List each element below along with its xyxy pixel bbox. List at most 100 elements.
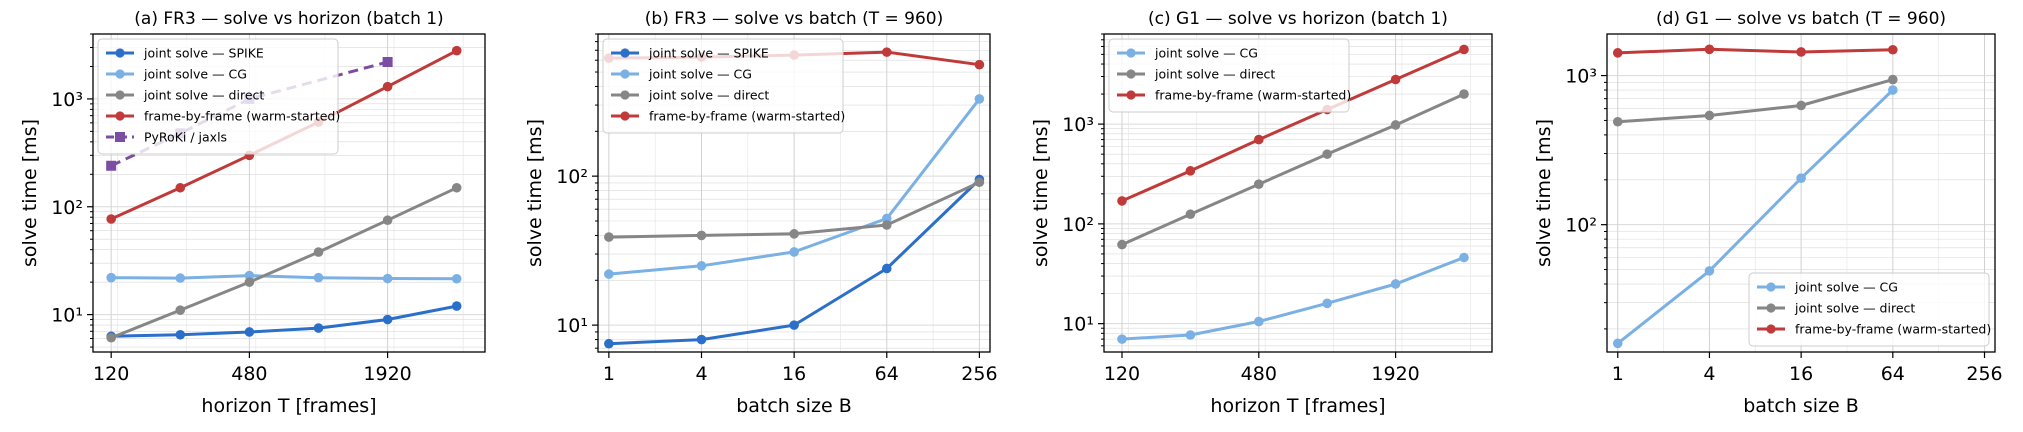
y-tick-label: 10³ bbox=[51, 89, 83, 111]
data-point bbox=[175, 182, 186, 193]
data-point bbox=[1390, 74, 1401, 85]
data-point bbox=[696, 261, 707, 271]
legend-marker bbox=[1126, 90, 1136, 100]
x-tick-label: 16 bbox=[782, 363, 806, 385]
legend-item: joint solve — CG bbox=[1757, 280, 1898, 295]
legend-item: joint solve — SPIKE bbox=[106, 46, 264, 61]
data-point bbox=[1253, 134, 1264, 145]
data-point bbox=[1704, 44, 1715, 55]
data-point bbox=[1612, 338, 1623, 349]
data-point bbox=[382, 273, 393, 284]
y-tick-label: 10² bbox=[556, 166, 588, 188]
y-tick-label: 10² bbox=[1062, 214, 1094, 236]
legend-box bbox=[1108, 38, 1350, 113]
legend-marker bbox=[1766, 282, 1776, 292]
legend-item: joint solve — direct bbox=[106, 88, 264, 103]
legend: joint solve — CG joint solve — direct fram… bbox=[1748, 272, 1991, 347]
series-line bbox=[111, 274, 457, 281]
legend: joint solve — CG joint solve — direct fram… bbox=[1108, 38, 1351, 113]
chart-title: (b) FR3 — solve vs batch (T = 960) bbox=[645, 9, 943, 29]
legend-label: joint solve — direct bbox=[1794, 301, 1915, 316]
legend-marker bbox=[115, 111, 125, 121]
x-axis-label: batch size B bbox=[736, 395, 852, 417]
data-point bbox=[1253, 316, 1264, 327]
x-tick-label: 1920 bbox=[363, 363, 411, 385]
data-point bbox=[382, 215, 393, 226]
chart-panel-4: 10² 10³ 1 4 16 64 256 (d) G1 — solve vs batch (… bbox=[1533, 9, 2003, 417]
data-point bbox=[789, 229, 799, 239]
legend-marker bbox=[1766, 324, 1776, 334]
legend-marker bbox=[1766, 303, 1776, 313]
data-point bbox=[1704, 110, 1715, 121]
chart-panel-1: 10¹ 10² 10³ 120 480 1920 (a) FR3 — solve vs ho… bbox=[19, 9, 486, 417]
x-axis-label: horizon T [frames] bbox=[1210, 395, 1385, 417]
data-point bbox=[974, 177, 985, 188]
legend-box bbox=[602, 38, 844, 134]
x-tick-label: 256 bbox=[1966, 363, 2002, 385]
legend-label: PyRoKi / jaxls bbox=[144, 130, 227, 145]
data-point bbox=[1185, 166, 1196, 176]
series-line bbox=[1616, 88, 1894, 345]
data-point bbox=[1796, 47, 1806, 57]
legend-item: joint solve — direct bbox=[1117, 67, 1275, 82]
legend-label: frame-by-frame (warm-started) bbox=[144, 109, 340, 124]
series-line bbox=[1121, 256, 1465, 341]
legend-label: joint solve — SPIKE bbox=[143, 46, 264, 61]
data-point bbox=[1888, 85, 1898, 95]
series-line bbox=[1617, 78, 1894, 124]
series-line bbox=[111, 304, 457, 338]
data-point bbox=[451, 273, 462, 284]
legend-item: joint solve — SPIKE bbox=[611, 46, 769, 61]
data-point bbox=[881, 263, 892, 274]
data-point bbox=[175, 329, 186, 340]
legend-marker bbox=[115, 69, 125, 79]
x-tick-label: 1 bbox=[603, 363, 615, 385]
axes-frame bbox=[92, 33, 486, 353]
legend-label: joint solve — CG bbox=[143, 67, 247, 82]
y-axis-label: solve time [ms] bbox=[524, 119, 546, 267]
legend-item: PyRoKi / jaxls bbox=[106, 130, 227, 145]
data-point bbox=[789, 320, 799, 330]
data-point bbox=[881, 220, 892, 230]
x-tick-label: 1920 bbox=[1371, 363, 1419, 385]
data-point bbox=[1796, 100, 1806, 111]
legend-label: frame-by-frame (warm-started) bbox=[649, 109, 845, 124]
series-spike bbox=[106, 301, 462, 342]
x-tick-label: 120 bbox=[93, 363, 129, 385]
legend-item: joint solve — CG bbox=[106, 67, 247, 82]
data-point bbox=[106, 332, 116, 343]
legend-label: joint solve — SPIKE bbox=[648, 46, 769, 61]
legend-item: joint solve — direct bbox=[611, 88, 769, 103]
x-tick-label: 4 bbox=[695, 363, 707, 385]
series-line bbox=[1121, 92, 1465, 246]
data-point bbox=[1459, 252, 1469, 263]
data-point bbox=[1185, 209, 1196, 220]
data-point bbox=[696, 230, 707, 241]
data-point bbox=[382, 81, 393, 92]
data-point bbox=[1253, 179, 1264, 189]
legend-label: joint solve — direct bbox=[648, 88, 769, 103]
data-point bbox=[244, 327, 255, 337]
x-tick-label: 4 bbox=[1703, 363, 1715, 385]
data-point bbox=[451, 301, 462, 311]
x-tick-label: 16 bbox=[1789, 363, 1813, 385]
legend-marker bbox=[620, 111, 630, 121]
legend-label: joint solve — CG bbox=[648, 67, 752, 82]
series-line bbox=[110, 186, 458, 340]
data-point bbox=[313, 247, 324, 257]
data-point bbox=[313, 323, 324, 333]
legend-marker bbox=[115, 132, 125, 142]
data-point bbox=[244, 277, 255, 287]
legend-item: joint solve — CG bbox=[611, 67, 752, 82]
data-point bbox=[604, 269, 614, 279]
legend-item: joint solve — CG bbox=[1117, 46, 1258, 61]
data-point bbox=[1185, 330, 1196, 340]
series-direct bbox=[1612, 74, 1898, 127]
legend-marker bbox=[1126, 48, 1136, 58]
data-point bbox=[1704, 266, 1715, 276]
y-tick-label: 10¹ bbox=[51, 305, 83, 327]
x-tick-label: 64 bbox=[1881, 363, 1905, 385]
data-point bbox=[1390, 279, 1401, 289]
x-tick-label: 64 bbox=[875, 363, 899, 385]
legend-label: joint solve — direct bbox=[143, 88, 264, 103]
